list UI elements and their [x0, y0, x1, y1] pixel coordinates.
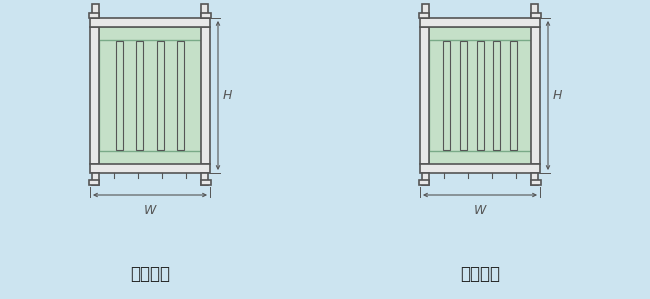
Bar	[157, 41, 164, 150]
Bar	[531, 27, 540, 164]
Bar	[89, 180, 99, 185]
Bar	[531, 173, 538, 185]
Bar	[92, 173, 99, 185]
Bar	[90, 18, 210, 27]
Text: H: H	[223, 89, 233, 102]
Bar	[201, 27, 210, 164]
Bar	[531, 13, 541, 18]
Text: 三相四线: 三相四线	[130, 265, 170, 283]
Bar	[201, 173, 208, 185]
Bar	[476, 41, 484, 150]
Bar	[419, 13, 429, 18]
Bar	[429, 151, 531, 164]
Bar	[89, 13, 99, 18]
Bar	[419, 180, 429, 185]
Bar	[201, 4, 208, 18]
Bar	[90, 164, 210, 173]
Bar	[136, 41, 144, 150]
Bar	[429, 27, 531, 40]
Text: H: H	[553, 89, 562, 102]
Bar	[510, 41, 517, 150]
Bar	[422, 4, 429, 18]
Bar	[201, 13, 211, 18]
Bar	[531, 4, 538, 18]
Text: 三相五线: 三相五线	[460, 265, 500, 283]
Bar	[422, 173, 429, 185]
Bar	[420, 18, 540, 27]
Bar	[443, 41, 450, 150]
Bar	[99, 27, 201, 40]
Bar	[420, 164, 540, 173]
Bar	[92, 4, 99, 18]
Bar	[90, 27, 99, 164]
Bar	[493, 41, 501, 150]
Bar	[99, 151, 201, 164]
Bar	[177, 41, 184, 150]
Bar	[116, 41, 124, 150]
Bar	[201, 180, 211, 185]
Bar	[429, 27, 531, 164]
Bar	[99, 27, 201, 164]
Text: W: W	[144, 204, 156, 217]
Bar	[460, 41, 467, 150]
Bar	[531, 180, 541, 185]
Bar	[420, 27, 429, 164]
Text: W: W	[474, 204, 486, 217]
